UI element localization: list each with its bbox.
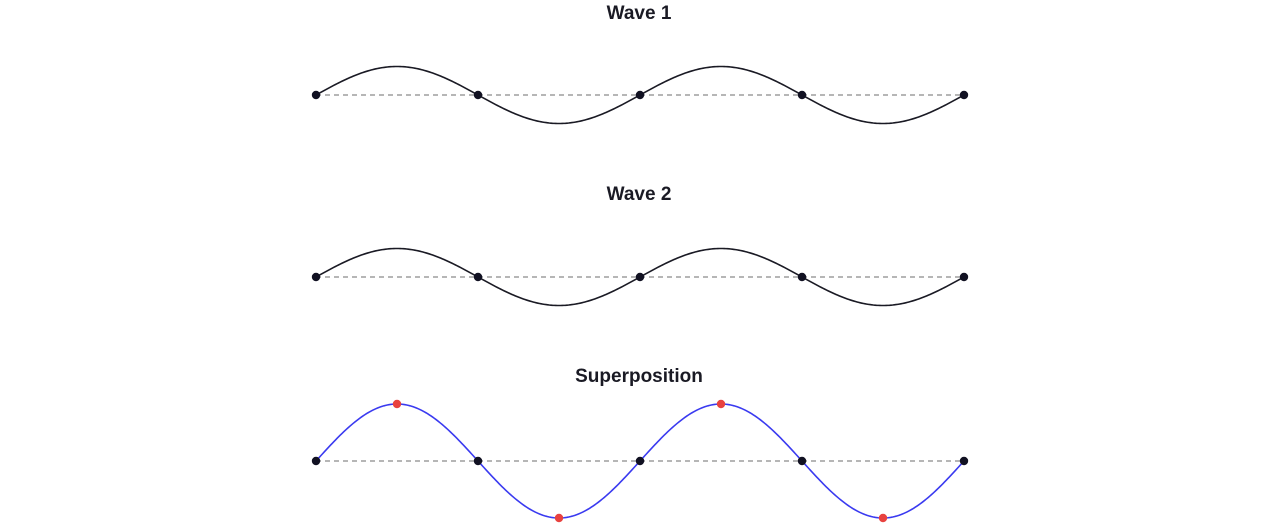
trough-point xyxy=(878,513,888,523)
peak-point xyxy=(392,399,402,409)
panel-wave-2: Wave 2 xyxy=(311,184,969,307)
node-point xyxy=(635,456,645,466)
panel-title-wave-2: Wave 2 xyxy=(607,184,672,205)
nodes-wave-1 xyxy=(311,90,969,100)
node-point xyxy=(311,90,321,100)
panel-title-wave-1: Wave 1 xyxy=(607,3,672,24)
node-point xyxy=(473,456,483,466)
node-point xyxy=(797,272,807,282)
node-point xyxy=(311,456,321,466)
panel-title-superposition: Superposition xyxy=(575,366,703,387)
panel-superposition: Superposition xyxy=(311,366,969,523)
node-point xyxy=(797,456,807,466)
nodes-wave-2 xyxy=(311,272,969,282)
node-point xyxy=(473,90,483,100)
nodes-superposition xyxy=(311,399,969,523)
node-point xyxy=(473,272,483,282)
node-point xyxy=(959,272,969,282)
node-point xyxy=(959,456,969,466)
node-point xyxy=(959,90,969,100)
node-point xyxy=(311,272,321,282)
peak-point xyxy=(716,399,726,409)
node-point xyxy=(635,272,645,282)
node-point xyxy=(635,90,645,100)
panel-wave-1: Wave 1 xyxy=(311,3,969,125)
node-point xyxy=(797,90,807,100)
trough-point xyxy=(554,513,564,523)
